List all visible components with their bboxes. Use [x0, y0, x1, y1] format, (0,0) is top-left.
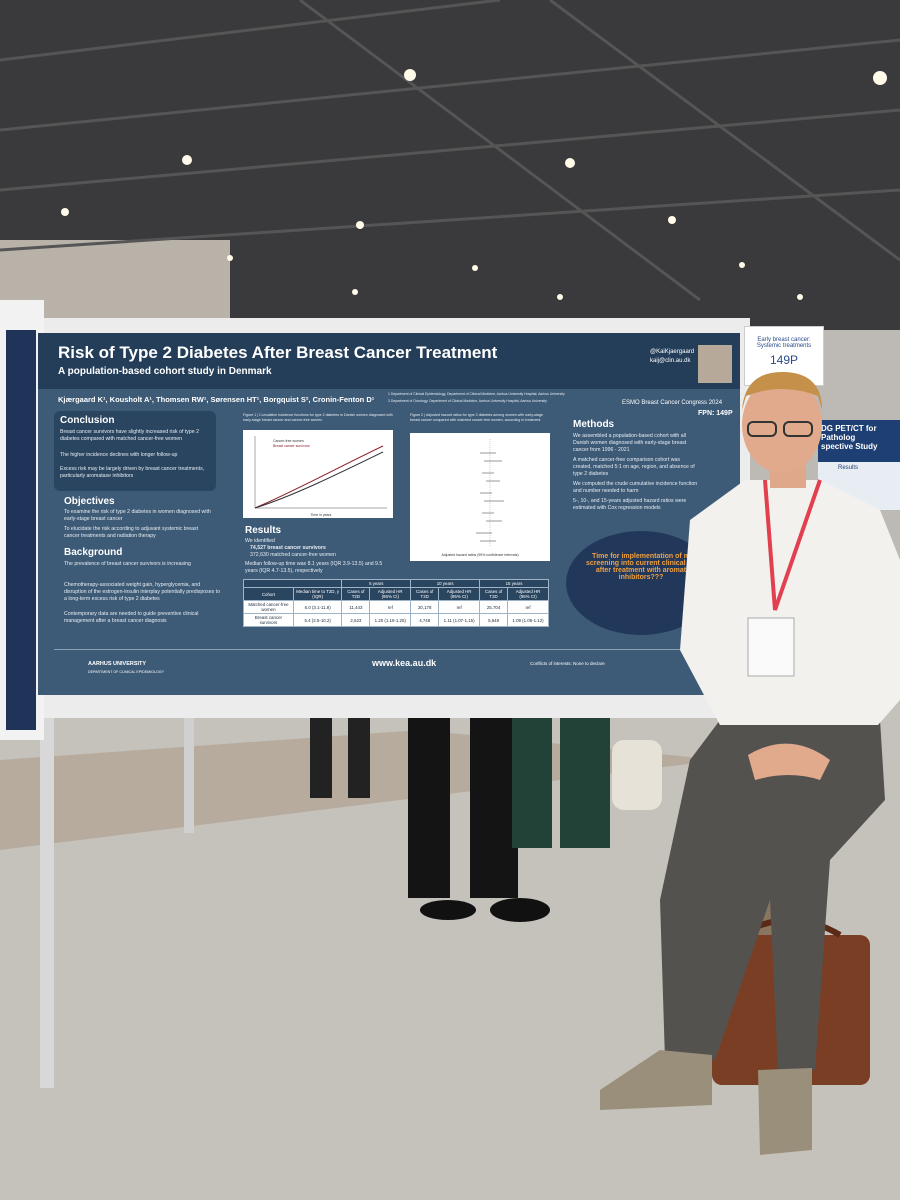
conclusion-text: Breast cancer survivors have slightly in…	[60, 429, 199, 442]
glasses	[783, 421, 813, 437]
section-heading: Conclusion	[60, 415, 115, 426]
authors: Kjærgaard K¹, Kousholt A¹, Thomsen RW¹, …	[58, 395, 375, 404]
methods-text: 5-, 10-, and 15-years adjusted hazard ra…	[573, 498, 687, 511]
background-text: Contemporary data are needed to guide pr…	[64, 611, 199, 624]
left-poster	[6, 330, 36, 730]
head	[742, 377, 822, 473]
objectives-text: To examine the risk of type 2 diabetes i…	[64, 509, 211, 522]
section-heading: Background	[64, 547, 123, 558]
affiliation: 1 Department of Clinical Epidemiology, D…	[388, 392, 565, 396]
table-cell: Cases of T2D	[341, 587, 371, 601]
sign-text: Early breast cancer:	[757, 337, 811, 343]
figure-caption: Figure 1 | Cumulative incidence function…	[243, 413, 393, 422]
table-cell: Median time to T2D, y (IQR)	[292, 587, 343, 601]
table-cell: 1.09 (1.05-1.12)	[507, 613, 549, 627]
website: www.kea.au.dk	[372, 658, 437, 668]
fpn: FPN: 149P	[698, 410, 733, 417]
methods-text: We assembled a population-based cohort w…	[573, 433, 687, 453]
section-heading: Results	[245, 525, 282, 536]
figure-2: Adjusted hazard ratios (95% confidence i…	[410, 433, 550, 561]
callout-text: screening into current clinical gu	[585, 560, 697, 567]
table-cell: 4,748	[410, 613, 440, 627]
neighbor-header: DG PET/CT for Patholog spective Study	[818, 420, 900, 462]
forest-rows	[476, 452, 504, 542]
glasses	[747, 421, 777, 437]
results-table: 5 years 10 years 15 years Cohort Median t…	[242, 579, 549, 627]
poster-header	[38, 333, 740, 389]
neighbor-title: DG PET/CT for Patholog	[821, 424, 877, 442]
shoe	[758, 1068, 812, 1155]
neighbor-title: spective Study	[821, 442, 878, 451]
callout-text: after treatment with aromat	[595, 567, 687, 574]
table-cell: 5.4 (2.5-10.2)	[292, 613, 343, 627]
shirt	[680, 480, 900, 725]
conclusion-text: The higher incidence declines with longe…	[60, 452, 178, 458]
methods-text: We computed the crude cumulative inciden…	[573, 481, 698, 494]
figure-1-plot: Cancer-free women Breast cancer survivor…	[254, 436, 387, 517]
table-cell: 2,623	[341, 613, 371, 627]
university: AARHUS UNIVERSITY	[88, 661, 147, 667]
neighbor-section: Results	[838, 465, 859, 471]
figure-2-plot: Adjusted hazard ratios (95% confidence i…	[441, 439, 519, 557]
affiliation: 2 Department of Oncology, Department of …	[388, 399, 547, 403]
table-cell: 5,648	[479, 613, 509, 627]
congress: ESMO Breast Cancer Congress 2024	[622, 400, 723, 406]
figure-caption: Figure 2 | Adjusted hazard ratios for ty…	[410, 413, 543, 422]
results-text: Median follow-up time was 8.1 years (IQR…	[245, 561, 383, 574]
sign-text: Systemic treatments	[756, 343, 812, 349]
callout-text: inhibitors???	[618, 574, 664, 581]
ceiling-lights	[61, 69, 887, 300]
trusses	[0, 0, 900, 302]
shoe	[600, 1050, 712, 1110]
table-cell: Adjusted HR (95% CI)	[507, 587, 549, 601]
poster-subtitle: A population-based cohort study in Denma…	[58, 366, 272, 377]
results-text: 372,630 matched cancer-free women	[250, 552, 336, 558]
background-text: The prevalence of breast cancer survivor…	[64, 561, 191, 567]
section-heading: Objectives	[64, 496, 115, 507]
methods-text: A matched cancer-free comparison cohort …	[573, 457, 695, 477]
email: kaij@clin.au.dk	[650, 358, 691, 364]
table-cell: Cases of T2D	[410, 587, 440, 601]
objectives-text: To elucidate the risk according to adjuv…	[64, 526, 199, 539]
department: DEPARTMENT OF CLINICAL EPIDEMIOLOGY	[88, 670, 164, 674]
axis-title: Time in years	[311, 513, 332, 517]
board-leg	[40, 718, 54, 1088]
conflicts: Conflicts of interests: None to declare	[530, 661, 605, 666]
callout-text: Time for implementation of m	[592, 553, 690, 560]
table-cell: Adjusted HR (95% CI)	[438, 587, 481, 601]
legend-text: Cancer-free women	[273, 439, 304, 443]
badge	[747, 617, 795, 677]
section-heading: Methods	[573, 419, 615, 430]
board-leg	[184, 718, 194, 833]
background-people	[310, 718, 662, 922]
table-row: Breast cancer survivors 5.4 (2.5-10.2) 2,6…	[243, 613, 549, 627]
trousers	[660, 720, 885, 1070]
results-text: 74,527 breast cancer survivors	[250, 545, 326, 551]
conclusion-box	[54, 411, 216, 491]
author-photo	[698, 345, 732, 383]
curve	[254, 445, 384, 509]
twitter: @KaiKjaergaard	[650, 349, 695, 355]
board-number: 149P	[769, 353, 799, 367]
figure-1: Cancer-free women Breast cancer survivor…	[243, 430, 393, 518]
hair	[742, 372, 822, 410]
results-text: We identified	[245, 538, 275, 544]
legend-text: Breast cancer survivors	[273, 444, 310, 448]
curve	[254, 451, 384, 509]
lanyard	[763, 479, 822, 611]
axis-title: Adjusted hazard ratios (95% confidence i…	[441, 553, 518, 557]
poster-title: Risk of Type 2 Diabetes After Breast Can…	[58, 343, 498, 362]
background-text: Chemotherapy-associated weight gain, hyp…	[64, 582, 221, 602]
hands	[748, 743, 830, 780]
footer-rule	[54, 649, 724, 650]
conclusion-text: Excess risk may be largely driven by bre…	[60, 466, 205, 479]
